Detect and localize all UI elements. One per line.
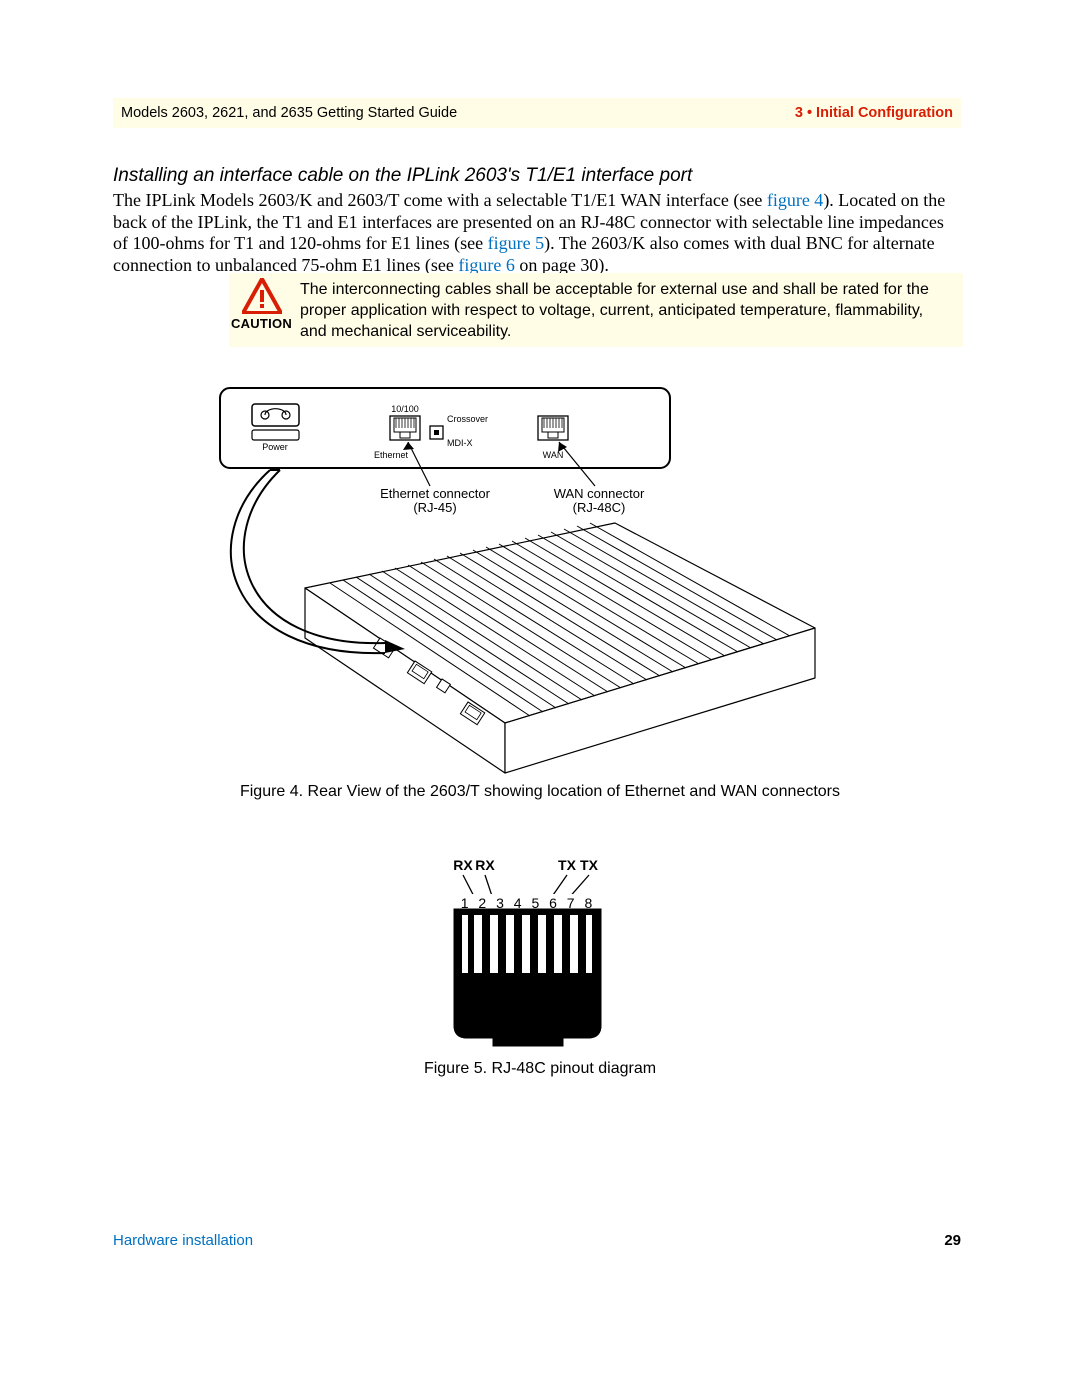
caution-label: CAUTION xyxy=(231,316,292,331)
eth-callout-2: (RJ-45) xyxy=(413,500,456,515)
figure-5-diagram: RX RX TX TX 1 2 3 4 5 6 7 8 xyxy=(410,850,670,1050)
header-left: Models 2603, 2621, and 2635 Getting Star… xyxy=(121,105,457,121)
page-number: 29 xyxy=(944,1232,961,1249)
wan-label: WAN xyxy=(543,450,564,460)
tx-label-1: TX xyxy=(558,857,577,873)
figure-4-link[interactable]: figure 4 xyxy=(767,190,823,210)
header-right: 3 • Initial Configuration xyxy=(795,105,953,121)
body-seg4: on page 30). xyxy=(515,255,609,275)
wan-callout-2: (RJ-48C) xyxy=(573,500,626,515)
wan-callout-1: WAN connector xyxy=(554,486,645,501)
body-seg1: The IPLink Models 2603/K and 2603/T come… xyxy=(113,190,767,210)
ethernet-label: Ethernet xyxy=(374,450,409,460)
caution-text: The interconnecting cables shall be acce… xyxy=(294,278,953,342)
eth-callout-1: Ethernet connector xyxy=(380,486,491,501)
footer-section[interactable]: Hardware installation xyxy=(113,1232,253,1249)
page-header: Models 2603, 2621, and 2635 Getting Star… xyxy=(113,98,961,128)
crossover-label: Crossover xyxy=(447,414,488,424)
rx-label-1: RX xyxy=(453,857,473,873)
rx-label-2: RX xyxy=(475,857,495,873)
mdix-label: MDI-X xyxy=(447,438,473,448)
warning-triangle-icon xyxy=(242,278,282,314)
section-title: Installing an interface cable on the IPL… xyxy=(113,165,692,187)
figure-4-diagram: Power 10/100 Ethernet Crossover MDI-X xyxy=(210,378,870,778)
figure-5-link[interactable]: figure 5 xyxy=(488,233,544,253)
tx-label-2: TX xyxy=(580,857,599,873)
body-paragraph: The IPLink Models 2603/K and 2603/T come… xyxy=(113,190,961,276)
rate-label: 10/100 xyxy=(391,404,419,414)
caution-box: CAUTION The interconnecting cables shall… xyxy=(229,273,963,347)
figure-4-caption: Figure 4. Rear View of the 2603/T showin… xyxy=(0,783,1080,801)
figure-5-caption: Figure 5. RJ-48C pinout diagram xyxy=(0,1060,1080,1078)
caution-icon-block: CAUTION xyxy=(229,278,294,331)
figure-6-link[interactable]: figure 6 xyxy=(458,255,514,275)
power-label: Power xyxy=(262,442,288,452)
